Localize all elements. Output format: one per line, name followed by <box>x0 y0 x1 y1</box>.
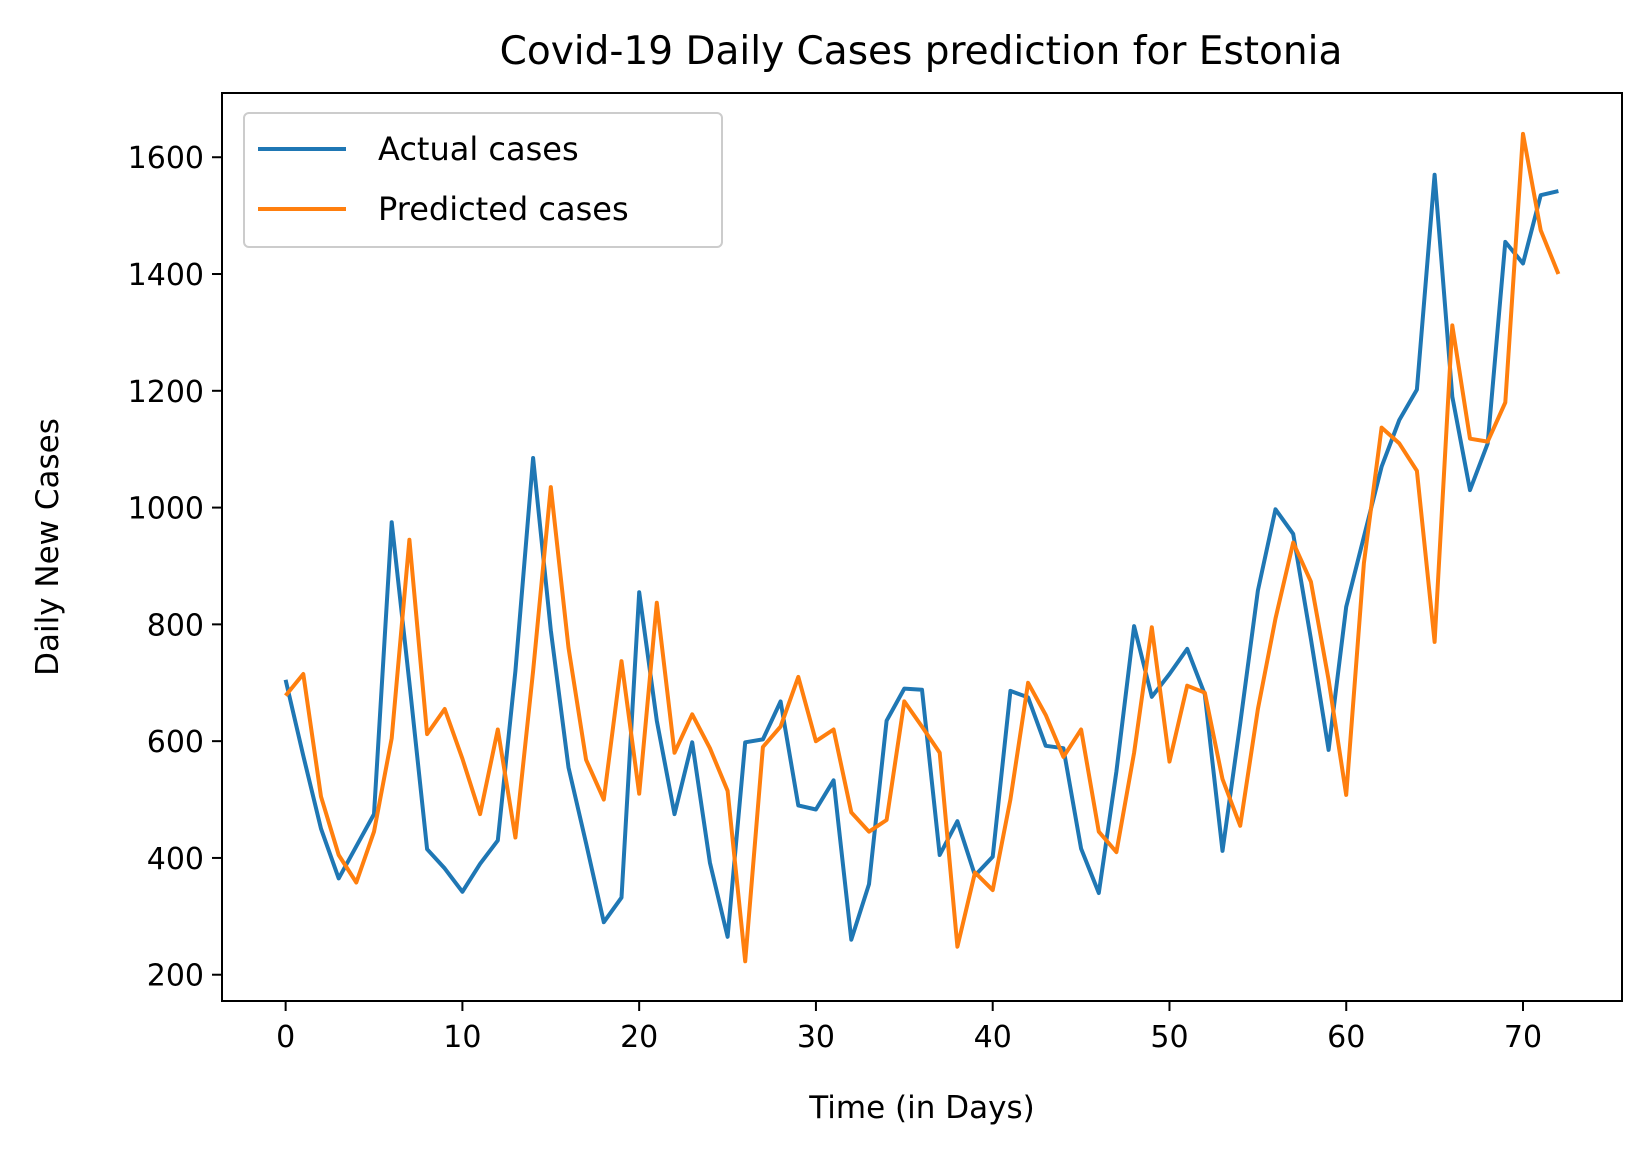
y-tick-label: 1200 <box>128 375 204 410</box>
y-axis: 200 400 600 800 1000 1200 1400 1600 <box>128 141 222 994</box>
x-tick-label: 60 <box>1327 1020 1365 1055</box>
x-tick-label: 0 <box>276 1020 295 1055</box>
x-tick-label: 50 <box>1150 1020 1188 1055</box>
y-tick-label: 1600 <box>128 141 204 176</box>
x-tick-label: 20 <box>620 1020 658 1055</box>
x-axis: 0 10 20 30 40 50 60 70 <box>276 1001 1542 1055</box>
y-axis-label: Daily New Cases <box>30 418 66 676</box>
legend: Actual cases Predicted cases <box>243 112 723 248</box>
y-tick-label: 600 <box>147 725 204 760</box>
legend-box <box>243 112 723 248</box>
x-axis-label: Time (in Days) <box>808 1090 1034 1126</box>
legend-label-actual: Actual cases <box>378 130 579 168</box>
y-tick-label: 1400 <box>128 258 204 293</box>
x-tick-label: 70 <box>1504 1020 1542 1055</box>
x-tick-label: 10 <box>443 1020 481 1055</box>
series-line-predicted <box>284 131 1561 964</box>
y-tick-label: 400 <box>147 842 204 877</box>
y-tick-label: 1000 <box>128 492 204 527</box>
legend-label-predicted: Predicted cases <box>378 190 629 228</box>
plot-frame <box>221 92 1623 1002</box>
y-tick-label: 200 <box>147 959 204 994</box>
plot-area <box>283 131 1561 964</box>
x-tick-label: 40 <box>974 1020 1012 1055</box>
y-tick-label: 800 <box>147 608 204 643</box>
chart-title: Covid-19 Daily Cases prediction for Esto… <box>500 29 1343 74</box>
x-tick-label: 30 <box>797 1020 835 1055</box>
series-line-actual <box>283 172 1559 942</box>
